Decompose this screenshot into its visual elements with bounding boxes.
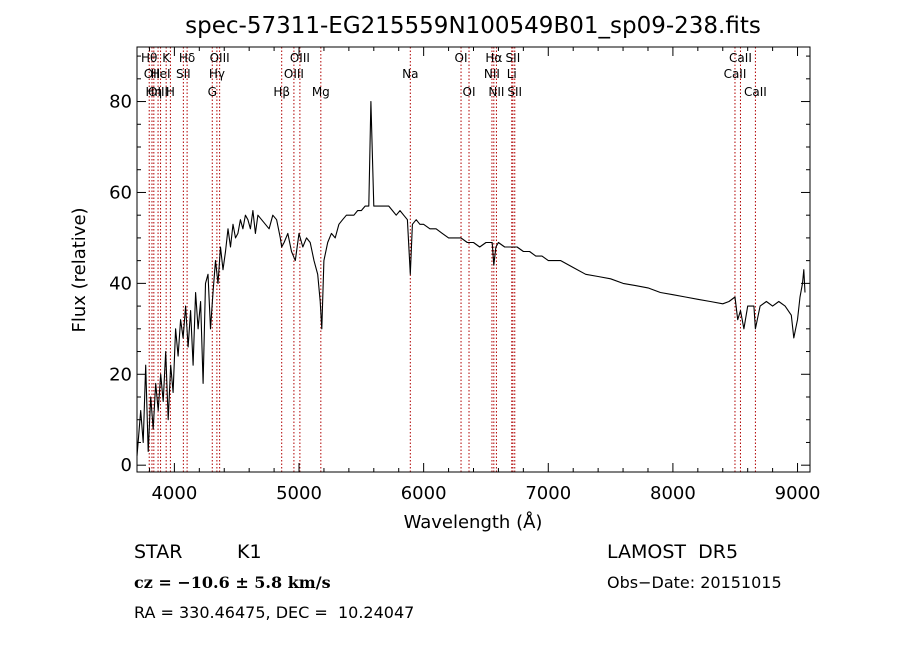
spectral-line-label: HeI: [151, 67, 171, 81]
y-tick-label: 80: [109, 92, 132, 113]
redshift-velocity: cz = −10.6 ± 5.8 km/s: [134, 573, 331, 592]
spectral-line-label: OII: [144, 67, 161, 81]
spectral-line-label: OIII: [284, 67, 304, 81]
spectral-line-label: OIII: [290, 51, 310, 65]
x-tick-label: 6000: [401, 483, 447, 504]
y-axis: 0 20 40 60 80: [109, 55, 810, 476]
spectral-line-label: Hθ: [141, 51, 157, 65]
spectral-line-label: Mg: [312, 85, 330, 99]
spectral-line-label: Li: [507, 67, 517, 81]
observation-date: Obs−Date: 20151015: [607, 573, 782, 592]
x-tick-label: 4000: [151, 483, 197, 504]
spectral-line-label: G: [208, 85, 217, 99]
spectral-line-label: Hα: [485, 51, 502, 65]
object-subclass: K1: [237, 541, 262, 563]
x-tick-label: 8000: [650, 483, 696, 504]
coordinates: RA = 330.46475, DEC = 10.24047: [134, 603, 415, 622]
spectral-line-label: SII: [507, 85, 522, 99]
spectral-line-label: CaII: [729, 51, 752, 65]
y-tick-label: 0: [121, 455, 132, 476]
y-tick-label: 40: [109, 273, 132, 294]
spectral-line-label: OI: [455, 51, 468, 65]
spectral-line-label: NII: [484, 67, 500, 81]
spectrum-line: [136, 100, 806, 457]
survey-name: LAMOST DR5: [607, 541, 739, 563]
chart-title: spec-57311-EG215559N100549B01_sp09-238.f…: [185, 13, 761, 39]
object-class: STAR: [134, 541, 183, 563]
spectral-line-label: Hδ: [179, 51, 195, 65]
spectral-line-label: CaII: [744, 85, 767, 99]
spectral-line-label: Hβ: [273, 85, 290, 99]
spectral-line-markers: [148, 47, 756, 472]
spectral-line-label: OIII: [210, 51, 230, 65]
x-tick-label: 5000: [276, 483, 322, 504]
spectral-line-labels: HθOIIHηOIIIHeIKHSIIHδGHγOIIIHβOIIIOIIIMg…: [141, 51, 767, 99]
y-axis-label: Flux (relative): [69, 207, 90, 332]
y-tick-label: 20: [109, 364, 132, 385]
spectral-line-label: CaII: [724, 67, 747, 81]
x-axis: 4000 5000 6000 7000 8000 9000: [148, 47, 821, 504]
spectral-line-label: Na: [402, 67, 418, 81]
spectral-line-label: SII: [176, 67, 191, 81]
spectral-line-label: SII: [506, 51, 521, 65]
spectral-line-label: OI: [463, 85, 476, 99]
x-axis-label: Wavelength (Å): [404, 511, 543, 533]
spectral-line-label: OIII: [148, 85, 168, 99]
x-tick-label: 9000: [775, 483, 821, 504]
plot-frame: [136, 46, 811, 473]
spectral-line-label: K: [162, 51, 171, 65]
spectral-line-label: H: [166, 85, 175, 99]
x-tick-label: 7000: [525, 483, 571, 504]
y-tick-label: 60: [109, 182, 132, 203]
spectral-line-label: Hη: [146, 85, 163, 99]
spectral-line-label: NII: [488, 85, 504, 99]
spectral-line-label: Hγ: [209, 67, 225, 81]
